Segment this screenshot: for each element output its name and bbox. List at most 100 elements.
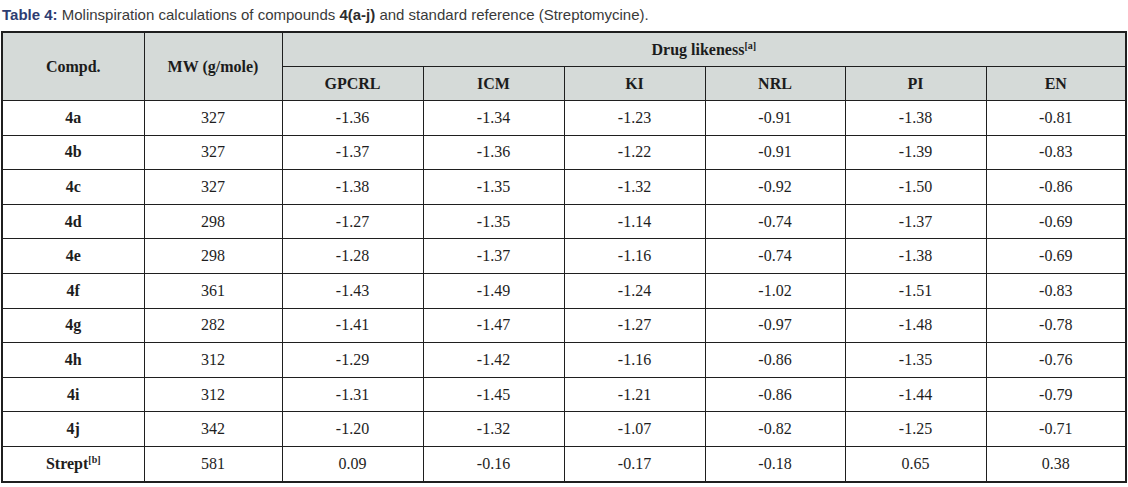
value-cell: -0.16 — [423, 446, 564, 481]
value-cell: -1.20 — [282, 412, 423, 447]
compound-cell: 4a — [2, 101, 144, 136]
mw-cell: 581 — [144, 446, 282, 481]
value-cell: -1.43 — [282, 273, 423, 308]
table-row: 4b 327 -1.37 -1.36 -1.22 -0.91 -1.39 -0.… — [2, 135, 1126, 170]
value-cell: -1.47 — [423, 308, 564, 343]
table-caption-text-1: Molinspiration calculations of compounds — [58, 6, 340, 23]
table-row: 4e 298 -1.28 -1.37 -1.16 -0.74 -1.38 -0.… — [2, 239, 1126, 274]
value-cell: -1.35 — [845, 343, 986, 378]
value-cell: -1.32 — [423, 412, 564, 447]
value-cell: -1.37 — [845, 204, 986, 239]
value-cell: -1.07 — [564, 412, 705, 447]
mw-cell: 312 — [144, 343, 282, 378]
value-cell: -0.86 — [705, 377, 845, 412]
column-header-nrl: NRL — [705, 67, 845, 101]
column-header-drug-likeness: Drug likeness[a] — [282, 32, 1126, 67]
value-cell: -1.37 — [282, 135, 423, 170]
column-header-gpcrl: GPCRL — [282, 67, 423, 101]
value-cell: -1.41 — [282, 308, 423, 343]
mw-cell: 327 — [144, 135, 282, 170]
mw-cell: 298 — [144, 204, 282, 239]
value-cell: -1.25 — [845, 412, 986, 447]
value-cell: -0.79 — [986, 377, 1126, 412]
drug-likeness-footnote-marker: [a] — [744, 39, 756, 50]
value-cell: -0.91 — [705, 101, 845, 136]
compound-cell: 4e — [2, 239, 144, 274]
column-header-icm: ICM — [423, 67, 564, 101]
value-cell: -0.92 — [705, 170, 845, 205]
value-cell: -1.29 — [282, 343, 423, 378]
mw-cell: 312 — [144, 377, 282, 412]
table-caption: Table 4: Molinspiration calculations of … — [0, 0, 1128, 31]
value-cell: -1.48 — [845, 308, 986, 343]
value-cell: -0.74 — [705, 239, 845, 274]
value-cell: -1.31 — [282, 377, 423, 412]
table-caption-text-2: and standard reference (Streptomycine). — [375, 6, 648, 23]
compound-cell: 4f — [2, 273, 144, 308]
mw-cell: 327 — [144, 170, 282, 205]
table-row: 4h 312 -1.29 -1.42 -1.16 -0.86 -1.35 -0.… — [2, 343, 1126, 378]
value-cell: -1.37 — [423, 239, 564, 274]
value-cell: -1.27 — [564, 308, 705, 343]
value-cell: -1.28 — [282, 239, 423, 274]
value-cell: -1.49 — [423, 273, 564, 308]
compound-cell: Strept[b] — [2, 446, 144, 481]
compound-cell: 4j — [2, 412, 144, 447]
value-cell: 0.38 — [986, 446, 1126, 481]
mw-cell: 327 — [144, 101, 282, 136]
value-cell: -1.21 — [564, 377, 705, 412]
column-header-pi: PI — [845, 67, 986, 101]
value-cell: -1.38 — [845, 239, 986, 274]
value-cell: -1.50 — [845, 170, 986, 205]
table-row: 4a 327 -1.36 -1.34 -1.23 -0.91 -1.38 -0.… — [2, 101, 1126, 136]
value-cell: -1.39 — [845, 135, 986, 170]
compound-cell: 4c — [2, 170, 144, 205]
mw-cell: 298 — [144, 239, 282, 274]
value-cell: -1.16 — [564, 239, 705, 274]
table-row: Strept[b] 581 0.09 -0.16 -0.17 -0.18 0.6… — [2, 446, 1126, 481]
mw-cell: 361 — [144, 273, 282, 308]
value-cell: -1.44 — [845, 377, 986, 412]
table-row: 4i 312 -1.31 -1.45 -1.21 -0.86 -1.44 -0.… — [2, 377, 1126, 412]
value-cell: -1.35 — [423, 204, 564, 239]
compound-cell: 4g — [2, 308, 144, 343]
value-cell: -0.91 — [705, 135, 845, 170]
value-cell: -0.69 — [986, 239, 1126, 274]
value-cell: -0.17 — [564, 446, 705, 481]
value-cell: -1.36 — [282, 101, 423, 136]
molinspiration-table: Compd. MW (g/mole) Drug likeness[a] GPCR… — [1, 31, 1127, 483]
compound-cell: 4h — [2, 343, 144, 378]
value-cell: -1.38 — [282, 170, 423, 205]
table-header: Compd. MW (g/mole) Drug likeness[a] GPCR… — [2, 32, 1126, 101]
value-cell: 0.65 — [845, 446, 986, 481]
value-cell: -0.78 — [986, 308, 1126, 343]
value-cell: -0.97 — [705, 308, 845, 343]
value-cell: -1.24 — [564, 273, 705, 308]
value-cell: -0.18 — [705, 446, 845, 481]
column-header-mw: MW (g/mole) — [144, 32, 282, 101]
column-header-en: EN — [986, 67, 1126, 101]
value-cell: -1.42 — [423, 343, 564, 378]
table-row: 4c 327 -1.38 -1.35 -1.32 -0.92 -1.50 -0.… — [2, 170, 1126, 205]
value-cell: -0.69 — [986, 204, 1126, 239]
value-cell: -1.02 — [705, 273, 845, 308]
table-caption-compounds: 4(a-j) — [339, 6, 375, 23]
value-cell: -0.71 — [986, 412, 1126, 447]
value-cell: -0.74 — [705, 204, 845, 239]
table-row: 4f 361 -1.43 -1.49 -1.24 -1.02 -1.51 -0.… — [2, 273, 1126, 308]
value-cell: -1.51 — [845, 273, 986, 308]
value-cell: -1.32 — [564, 170, 705, 205]
column-header-compd: Compd. — [2, 32, 144, 101]
mw-cell: 342 — [144, 412, 282, 447]
table-row: 4j 342 -1.20 -1.32 -1.07 -0.82 -1.25 -0.… — [2, 412, 1126, 447]
value-cell: -1.27 — [282, 204, 423, 239]
value-cell: -1.36 — [423, 135, 564, 170]
table-body: 4a 327 -1.36 -1.34 -1.23 -0.91 -1.38 -0.… — [2, 101, 1126, 482]
value-cell: -1.34 — [423, 101, 564, 136]
table-row: 4d 298 -1.27 -1.35 -1.14 -0.74 -1.37 -0.… — [2, 204, 1126, 239]
value-cell: -0.86 — [705, 343, 845, 378]
value-cell: -0.83 — [986, 273, 1126, 308]
value-cell: -0.81 — [986, 101, 1126, 136]
compound-cell: 4b — [2, 135, 144, 170]
value-cell: -1.14 — [564, 204, 705, 239]
